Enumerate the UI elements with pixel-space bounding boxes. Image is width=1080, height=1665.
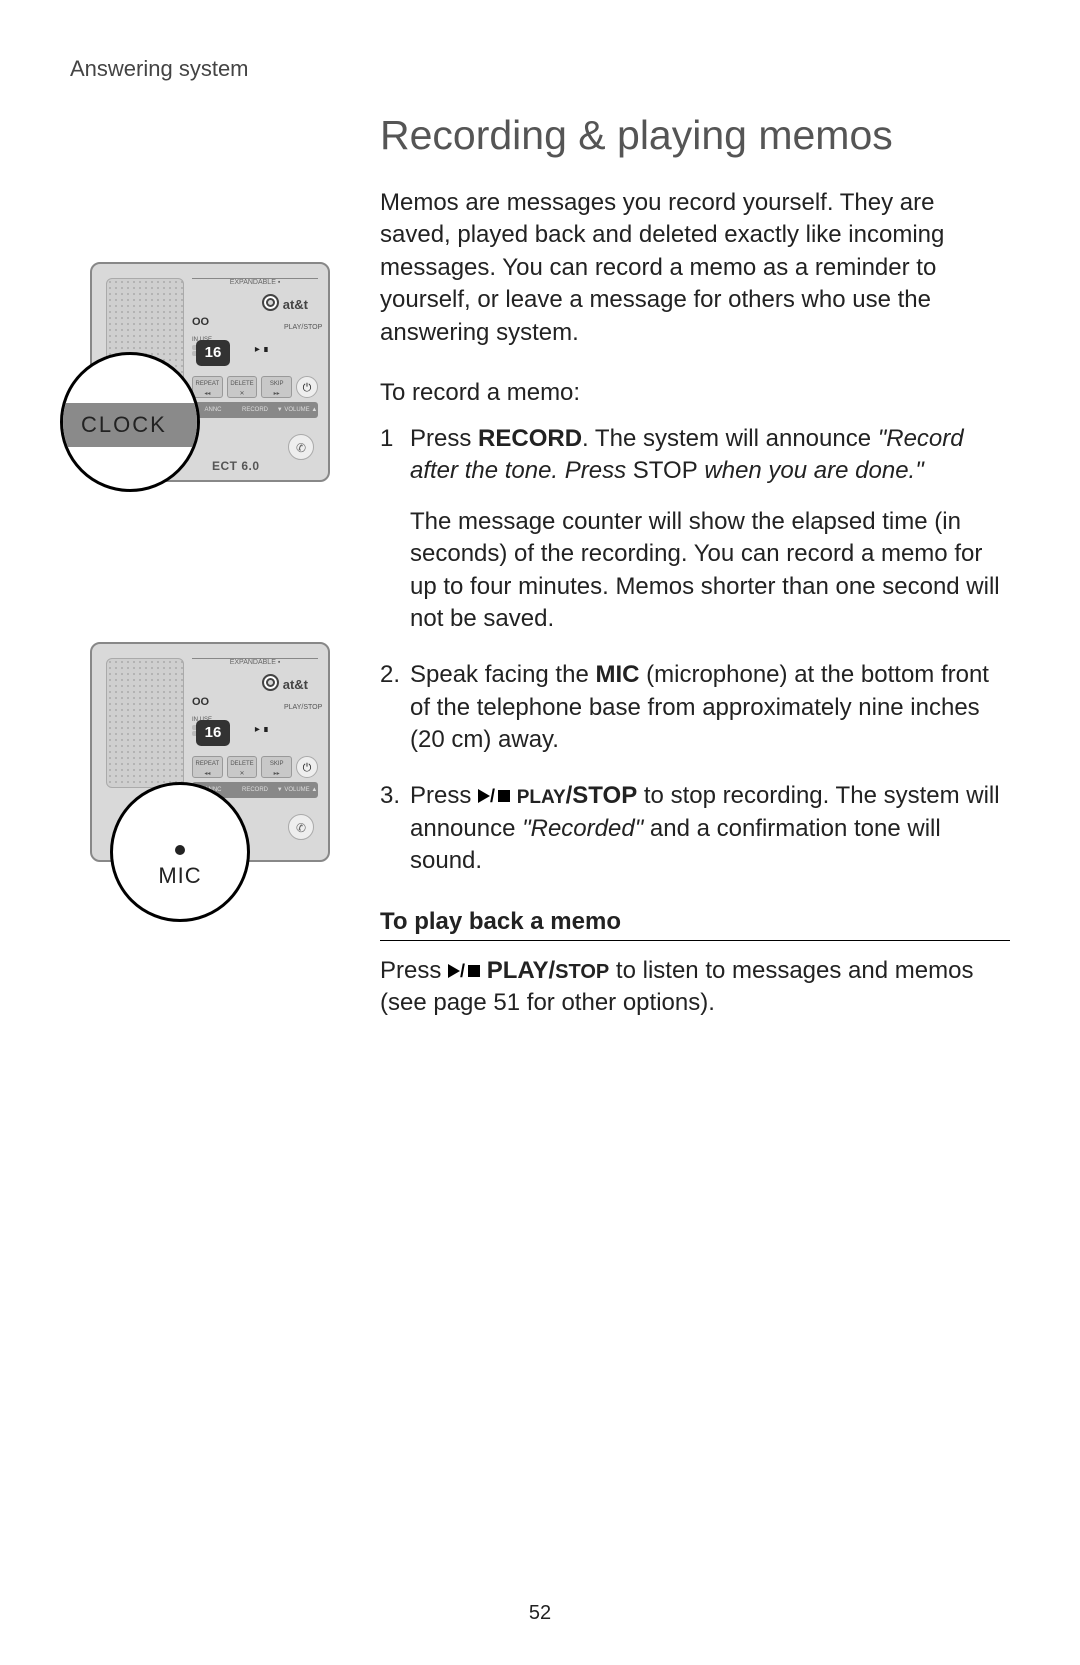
loupe-mic: MIC [110, 782, 250, 922]
speaker-grille-2 [106, 658, 184, 788]
step3-stop: STOP [572, 782, 637, 809]
power-button: ⏻ [296, 376, 318, 398]
step2-mic: MIC [595, 661, 639, 688]
play-stop-icon-2: / [448, 962, 480, 980]
step-2: Speak facing the MIC (microphone) at the… [380, 659, 1010, 756]
step3-recorded: "Recorded" [522, 815, 643, 842]
volume-label-2: ▼ VOLUME ▲ [276, 782, 318, 798]
step2-text-a: Speak facing the [410, 661, 595, 688]
svg-text:/: / [460, 962, 465, 980]
dect-label: ECT 6.0 [212, 459, 260, 473]
record-label-2: RECORD [234, 782, 276, 798]
step1-quote-stop: STOP [633, 457, 698, 484]
step-1: Press RECORD. The system will announce "… [380, 423, 1010, 635]
loupe-clock: CLOCK [60, 352, 200, 492]
delete-button-2: DELETE✕ [227, 756, 258, 778]
play-stop-icon: / [478, 787, 510, 805]
step-3: Press / PLAY/STOP to stop recording. The… [380, 780, 1010, 877]
page-title: Recording & playing memos [380, 112, 1010, 159]
device-illustration-clock: EXPANDABLE ▪ at&t OO PLAY/STOP IN USE 16… [70, 252, 330, 512]
playback-play: PLAY [487, 957, 549, 984]
illustration-column: EXPANDABLE ▪ at&t OO PLAY/STOP IN USE 16… [70, 112, 350, 1019]
message-counter-2: 16 [196, 720, 230, 746]
step1-text-a: Press [410, 425, 478, 452]
device-top-label-2: EXPANDABLE ▪ [192, 658, 318, 668]
section-header: Answering system [70, 56, 1010, 82]
step1-quote-b: when you are done." [698, 457, 924, 484]
power-button-2: ⏻ [296, 756, 318, 778]
playstop-small-label-2: PLAY/STOP [284, 704, 322, 711]
content-column: Recording & playing memos Memos are mess… [380, 112, 1010, 1019]
handset-locator: ✆ [288, 434, 314, 460]
playstop-icon-2: ▸ ∎ [242, 724, 282, 742]
mic-label: MIC [158, 863, 201, 889]
steps-list: Press RECORD. The system will announce "… [380, 423, 1010, 878]
mic-dot-icon [175, 845, 185, 855]
oo-label-2: OO [192, 696, 209, 708]
step3-text-a: Press [410, 782, 478, 809]
step1-continued: The message counter will show the elapse… [410, 506, 1010, 636]
step1-text-b: . The system will announce [582, 425, 878, 452]
message-counter: 16 [196, 340, 230, 366]
handset-locator-2: ✆ [288, 814, 314, 840]
playback-text: Press / PLAY/STOP to listen to messages … [380, 955, 1010, 1020]
dark-row: ANNC RECORD ▼ VOLUME ▲ [192, 402, 318, 418]
volume-label: ▼ VOLUME ▲ [276, 402, 318, 418]
playback-stop: STOP [555, 961, 609, 983]
step1-record: RECORD [478, 425, 582, 452]
page-layout: EXPANDABLE ▪ at&t OO PLAY/STOP IN USE 16… [70, 112, 1010, 1019]
brand-label: at&t [262, 294, 308, 312]
playstop-small-label: PLAY/STOP [284, 324, 322, 331]
button-row: REPEAT◂◂ DELETE✕ SKIP▸▸ ⏻ [192, 376, 318, 398]
record-label: RECORD [234, 402, 276, 418]
clock-strip: CLOCK [63, 403, 197, 447]
skip-button-2: SKIP▸▸ [261, 756, 292, 778]
brand-label-2: at&t [262, 674, 308, 692]
intro-paragraph: Memos are messages you record yourself. … [380, 187, 1010, 349]
repeat-button: REPEAT◂◂ [192, 376, 223, 398]
clock-label: CLOCK [81, 412, 167, 438]
mic-inner: MIC [158, 845, 201, 889]
delete-button: DELETE✕ [227, 376, 258, 398]
device-top-label: EXPANDABLE ▪ [192, 278, 318, 288]
button-row-2: REPEAT◂◂ DELETE✕ SKIP▸▸ ⏻ [192, 756, 318, 778]
lead-text: To record a memo: [380, 379, 1010, 407]
svg-text:/: / [490, 787, 495, 805]
playback-a: Press [380, 957, 448, 984]
device-illustration-mic: EXPANDABLE ▪ at&t OO PLAY/STOP IN USE 16… [70, 632, 330, 892]
oo-label: OO [192, 316, 209, 328]
page-number: 52 [0, 1602, 1080, 1625]
playback-heading: To play back a memo [380, 908, 1010, 941]
step3-play: PLAY [517, 787, 566, 808]
skip-button: SKIP▸▸ [261, 376, 292, 398]
playstop-icon: ▸ ∎ [242, 344, 282, 362]
repeat-button-2: REPEAT◂◂ [192, 756, 223, 778]
